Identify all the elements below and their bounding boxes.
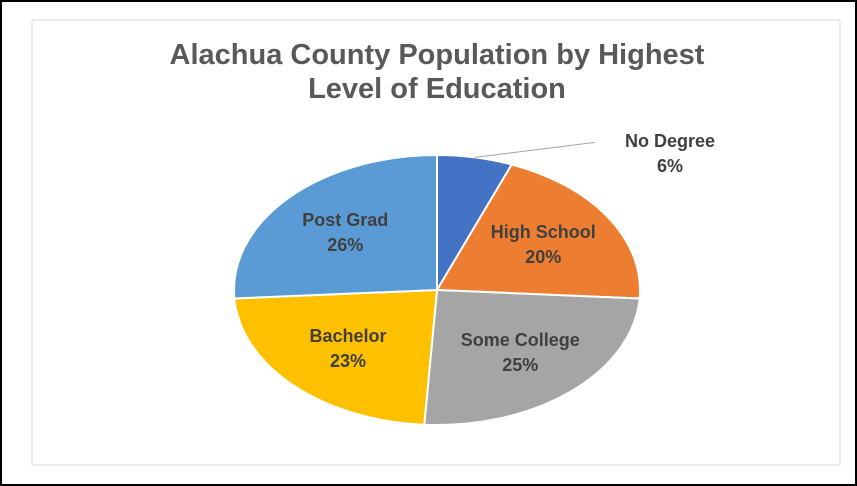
data-label-box: Some College 25% — [460, 315, 580, 391]
category-label: Some College — [460, 329, 580, 350]
chart-title: Alachua County Population by Highest Lev… — [169, 39, 705, 105]
category-label: High School — [490, 222, 596, 243]
value-label: 25% — [502, 354, 539, 375]
value-label: 6% — [657, 156, 684, 177]
category-label: Post Grad — [302, 209, 389, 230]
leader-line — [474, 141, 596, 158]
category-label: Bachelor — [309, 326, 387, 347]
title-box: Alachua County Population by Highest Lev… — [169, 39, 705, 105]
data-label-box: Post Grad 26% — [285, 195, 405, 271]
data-label: Bachelor 23% — [288, 311, 408, 387]
value-label: 23% — [329, 351, 367, 372]
data-label: No Degree 6% — [610, 116, 730, 192]
pie-slice — [423, 288, 641, 426]
data-label-box: High School 20% — [483, 207, 603, 283]
value-label: 20% — [525, 247, 562, 268]
pie-slice — [233, 153, 438, 300]
pie-slice — [233, 288, 439, 426]
data-label: Some College 25% — [460, 315, 580, 391]
data-label: High School 20% — [483, 207, 603, 283]
category-label: No Degree — [625, 131, 716, 152]
data-label-box: Bachelor 23% — [288, 311, 408, 387]
pie-slice — [435, 163, 641, 300]
data-label: Post Grad 26% — [285, 195, 405, 271]
data-label-box: No Degree 6% — [610, 116, 730, 192]
value-label: 26% — [327, 234, 364, 255]
